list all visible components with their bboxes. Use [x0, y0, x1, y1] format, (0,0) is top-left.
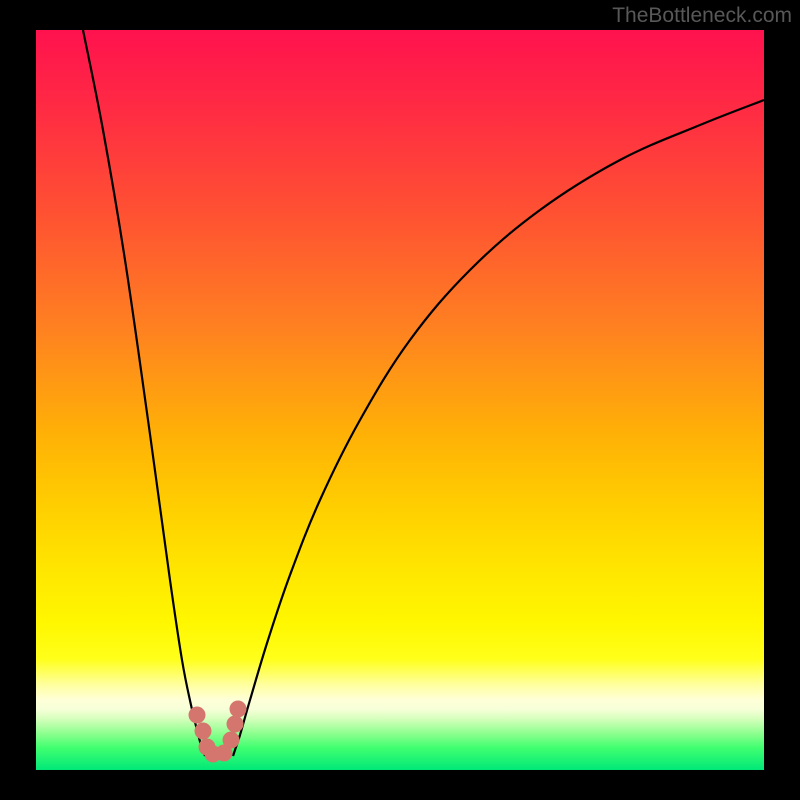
watermark-text: TheBottleneck.com: [612, 4, 792, 28]
marker-point: [189, 707, 206, 724]
marker-point: [227, 716, 244, 733]
chart-container: TheBottleneck.com: [0, 0, 800, 800]
marker-point: [230, 701, 247, 718]
marker-point: [195, 723, 212, 740]
marker-point: [223, 732, 240, 749]
chart-svg: [0, 0, 800, 800]
